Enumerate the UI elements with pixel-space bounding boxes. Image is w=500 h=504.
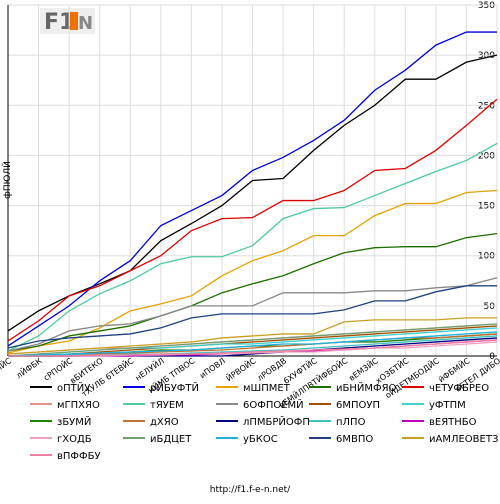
series-line [7,142,498,352]
y-tick-label: 200 [478,151,495,161]
legend-label: 6МВПО [336,434,373,445]
footer: http://f1.f-e-n.net/ [210,485,291,495]
legend-label: иАМЛЕОВЕТЗ [429,434,498,445]
legend-label: чЕТУФБРЕО [429,383,489,394]
series-line [7,323,498,357]
y-tick-label: 150 [478,202,495,212]
series-line [7,317,497,355]
legend-label: лПМБРЙОФП [243,415,310,428]
y-axis-label: фПЮЛЙ [1,161,13,199]
series-line [7,331,498,357]
series-line [7,285,497,349]
legend-label: уБКОС [243,434,278,445]
x-tick-label: лЙФБК [14,354,44,380]
series-line [7,277,498,352]
y-tick-label: 0 [489,352,495,362]
y-tick-label: 250 [478,101,495,111]
series-line [7,333,498,357]
legend-label: мГПХЯО [57,400,100,411]
logo: F1 N [40,8,95,35]
legend-label: вПФФБУ [57,451,101,462]
legend-label: дХЯО [150,417,179,428]
legend-label: 6МПОУП [336,400,380,411]
svg-text:N: N [78,13,93,34]
x-tick-label: иПОВЛ [198,356,227,380]
legend-label: пЛПО [336,417,366,428]
legend-label: иБДЦЕТ [150,434,192,445]
legend-label: иБНЙМФЯО [336,381,397,394]
series-line [7,54,498,332]
series-line [7,233,498,352]
legend-label: зБУМЙ [57,415,91,428]
legend-label: тЯУЕМ [150,400,184,411]
y-tick-label: 100 [478,252,495,262]
legend-label: мШПМЕТ [243,383,291,394]
y-tick-label: 50 [484,302,496,312]
legend-label: оПТЙУ [57,381,90,394]
x-tick-label: ЙРВОЙС [223,354,258,383]
series-line [7,98,498,342]
series-line [8,325,498,357]
legend-label: уФТПМ [429,400,466,411]
svg-text:F1: F1 [44,10,74,35]
series-line [8,341,498,357]
legend-label: вЕЯТНБО [429,417,477,428]
x-tick-label: бЧУФТБМЙС [0,354,13,393]
legend-label: рЙБУФТЙ [150,381,199,394]
y-tick-label: 350 [478,1,495,11]
legend-label: 6ОФПОЕМЙ [243,398,304,411]
legend-label: гХОДБ [57,434,92,445]
y-tick-label: 300 [478,51,495,61]
series-line [8,339,498,357]
